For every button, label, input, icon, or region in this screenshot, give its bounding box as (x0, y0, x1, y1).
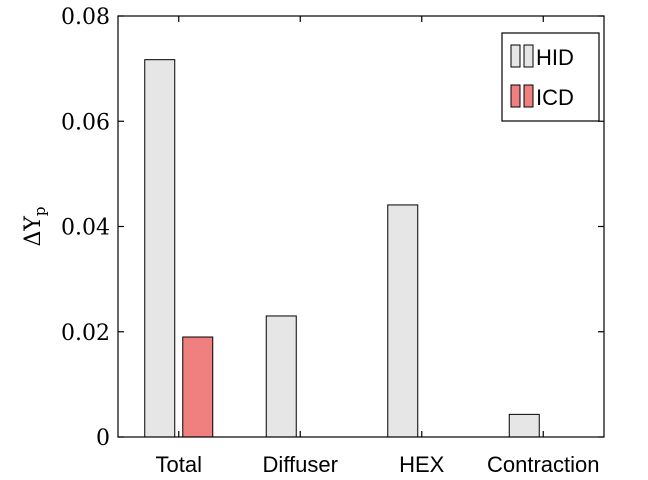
x-category-label: Total (156, 452, 202, 477)
y-tick-label: 0.02 (61, 321, 110, 346)
y-axis-ticks: 0 0.02 0.04 0.06 0.08 (61, 5, 604, 451)
legend-swatch-icd-2 (523, 84, 534, 108)
y-axis-label-main: ΔY (21, 216, 46, 247)
bar-hid-total (144, 59, 176, 438)
bar-icd-total (182, 336, 214, 438)
legend-label-icd: ICD (536, 85, 574, 110)
legend-swatch-hid (510, 44, 521, 68)
legend-swatch-hid-2 (523, 44, 534, 68)
x-category-label: Diffuser (263, 452, 338, 477)
y-tick-label: 0.08 (61, 5, 110, 30)
legend-label-hid: HID (536, 45, 574, 70)
x-category-label: Contraction (487, 452, 600, 477)
y-axis-label-subscript: p (31, 206, 49, 216)
bar-hid-hex (387, 204, 419, 438)
bar-hid-contraction (508, 413, 540, 438)
bars-layer (144, 59, 540, 438)
legend-swatch-icd (510, 84, 521, 108)
x-axis-category-labels: Total Diffuser HEX Contraction (156, 16, 600, 477)
y-tick-label: 0.04 (61, 216, 110, 241)
y-tick-label: 0.06 (61, 110, 110, 135)
x-category-label: HEX (399, 452, 445, 477)
y-axis-label: ΔYp (21, 206, 49, 246)
legend: HID ICD (501, 32, 600, 122)
bar-hid-diffuser (265, 315, 297, 438)
y-tick-label: 0 (96, 426, 110, 451)
